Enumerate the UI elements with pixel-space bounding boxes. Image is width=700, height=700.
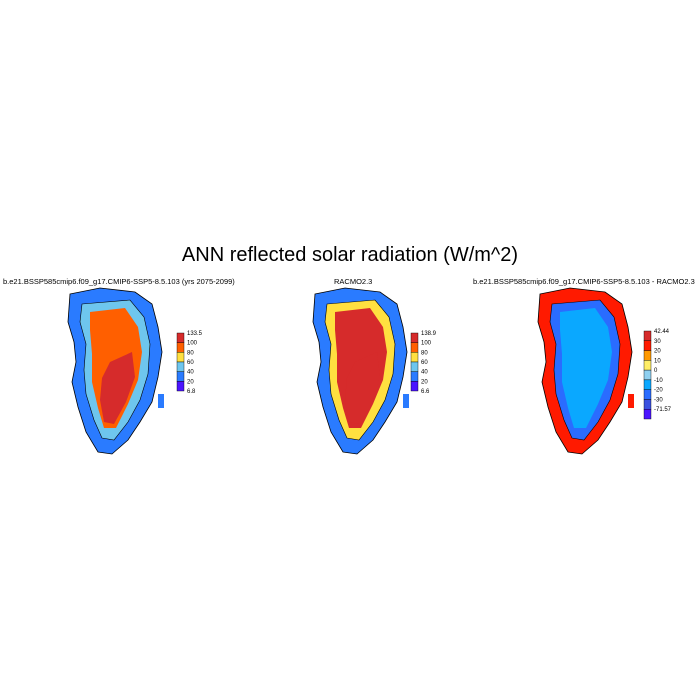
- colorbar-segment: [643, 350, 652, 361]
- colorbar-tick-label: 133.5: [187, 331, 203, 337]
- colorbar-tick-label: -20: [654, 388, 663, 394]
- colorbar-segment: [643, 389, 652, 400]
- ice-sheet-outline: [324, 299, 396, 441]
- colorbar-segment: [410, 332, 419, 343]
- ice-core-region: [100, 352, 135, 424]
- panel-title-model: b.e21.BSSP585cmip6.f09_g17.CMIP6-SSP5-8.…: [3, 277, 235, 286]
- colorbar-segment: [643, 340, 652, 351]
- colorbar-tick-label: 100: [421, 341, 432, 347]
- colorbar-tick-label: 30: [654, 339, 661, 345]
- ice-sheet-outline: [79, 299, 151, 441]
- map-difference: [537, 287, 634, 455]
- panel-title-diff: b.e21.BSSP585cmip6.f09_g17.CMIP6-SSP5-8.…: [473, 277, 695, 286]
- colorbar-segment: [176, 381, 185, 392]
- colorbar-segment: [643, 399, 652, 410]
- colorbar-segment: [643, 360, 652, 371]
- colorbar-tick-label: 80: [187, 350, 194, 356]
- colorbar-tick-label: 20: [187, 379, 194, 385]
- colorbar-tick-label: 80: [421, 350, 428, 356]
- colorbar-tick-label: 6.6: [421, 389, 430, 394]
- colorbar-tick-label: 100: [187, 341, 198, 347]
- colorbar-segment: [410, 342, 419, 353]
- colorbar-model: 133.5 100 80 60 40 20 6.8: [176, 331, 203, 394]
- colorbar-tick-label: 20: [421, 379, 428, 385]
- colorbar-segment: [410, 361, 419, 372]
- colorbar-segment: [176, 352, 185, 363]
- colorbar-tick-label: 20: [654, 349, 661, 355]
- colorbar-segment: [643, 330, 652, 341]
- coastline: [67, 287, 163, 455]
- colorbar-segment: [410, 352, 419, 363]
- map-racmo: [312, 287, 409, 455]
- colorbar-tick-label: 40: [187, 370, 194, 376]
- colorbar-segment: [176, 361, 185, 372]
- colorbar-tick-label: -71.57: [654, 407, 672, 413]
- ice-sheet-outline: [549, 299, 621, 441]
- colorbar-racmo: 138.9 100 80 60 40 20 6.6: [410, 331, 437, 394]
- island-patch: [403, 394, 409, 408]
- colorbar-tick-label: 60: [187, 360, 194, 366]
- colorbar-segment: [176, 371, 185, 382]
- colorbar-tick-label: 60: [421, 360, 428, 366]
- colorbar-tick-label: 138.9: [421, 331, 437, 337]
- colorbar-tick-label: -10: [654, 378, 663, 384]
- colorbar-segment: [643, 379, 652, 390]
- coastline: [312, 287, 408, 455]
- figure-title: ANN reflected solar radiation (W/m^2): [181, 244, 519, 266]
- colorbar-tick-label: 0: [654, 368, 658, 374]
- panel-title-racmo: RACMO2.3: [334, 277, 373, 286]
- ice-core-region: [570, 352, 605, 424]
- colorbar-tick-label: -30: [654, 397, 663, 403]
- colorbar-segment: [410, 381, 419, 392]
- island-patch: [628, 394, 634, 408]
- colorbar-segment: [410, 371, 419, 382]
- colorbar-tick-label: 10: [654, 358, 661, 364]
- colorbar-tick-label: 40: [421, 370, 428, 376]
- colorbar-segment: [176, 332, 185, 343]
- colorbar-tick-label: 6.8: [187, 389, 196, 394]
- colorbar-segment: [643, 409, 652, 420]
- coastline: [537, 287, 633, 455]
- island-patch: [158, 394, 164, 408]
- colorbar-segment: [176, 342, 185, 353]
- colorbar-tick-label: 42.44: [654, 329, 670, 335]
- colorbar-segment: [643, 369, 652, 381]
- colorbar-difference: 42.44 30 20 10 0 -10 -20 -30 -71.57: [643, 329, 672, 420]
- ice-core-region: [345, 352, 380, 424]
- map-model: [67, 287, 164, 455]
